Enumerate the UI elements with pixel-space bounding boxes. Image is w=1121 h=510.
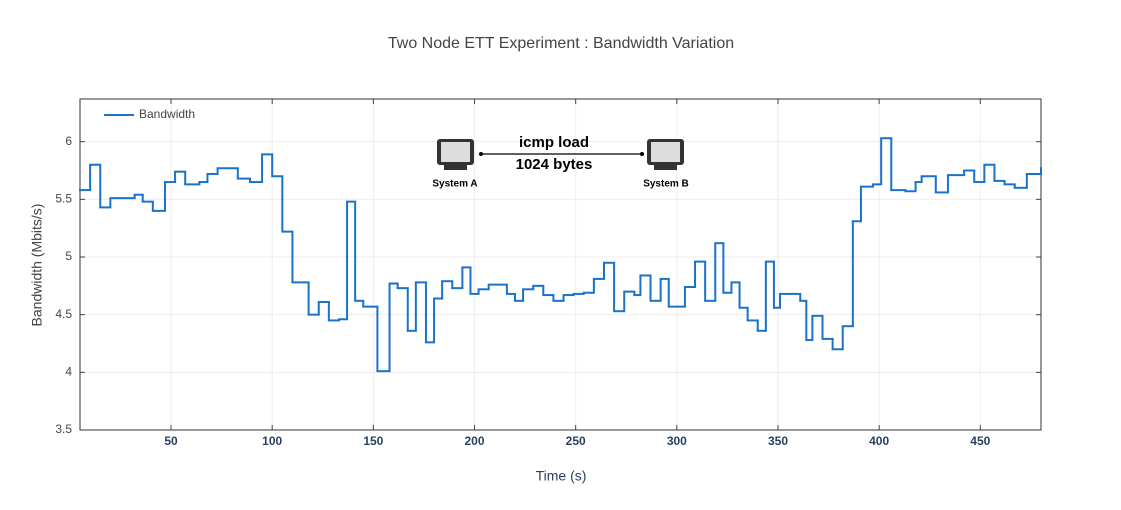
link-end: [640, 152, 644, 156]
y-tick-label: 3.5: [55, 422, 72, 436]
x-tick-label: 250: [566, 434, 586, 448]
topology-inset: icmp load 1024 bytes System A System B: [432, 134, 688, 190]
x-axis-title: Time (s): [536, 468, 587, 484]
y-tick-label: 4.5: [55, 307, 72, 321]
x-tick-label: 400: [869, 434, 889, 448]
x-tick-label: 150: [363, 434, 383, 448]
y-tick-label: 5.5: [55, 192, 72, 206]
link-end: [479, 152, 483, 156]
x-tick-label: 100: [262, 434, 282, 448]
x-tick-label: 50: [164, 434, 178, 448]
y-tick-label: 5: [65, 249, 72, 263]
load-label: icmp load: [519, 134, 589, 151]
node-label: System A: [432, 179, 477, 190]
node-label: System B: [643, 179, 689, 190]
x-tick-label: 450: [970, 434, 990, 448]
x-tick-label: 300: [667, 434, 687, 448]
y-axis-title: Bandwidth (Mbits/s): [29, 204, 45, 327]
x-tick-label: 200: [465, 434, 485, 448]
size-label: 1024 bytes: [516, 156, 593, 173]
y-tick-label: 6: [65, 134, 72, 148]
monitor-icon: [437, 139, 474, 170]
monitor-icon: [647, 139, 684, 170]
y-tick-label: 4: [65, 365, 72, 379]
x-tick-label: 350: [768, 434, 788, 448]
chart-title: Two Node ETT Experiment : Bandwidth Vari…: [388, 35, 734, 52]
plot-frame: [79, 98, 1042, 431]
legend-label: Bandwidth: [139, 107, 195, 121]
